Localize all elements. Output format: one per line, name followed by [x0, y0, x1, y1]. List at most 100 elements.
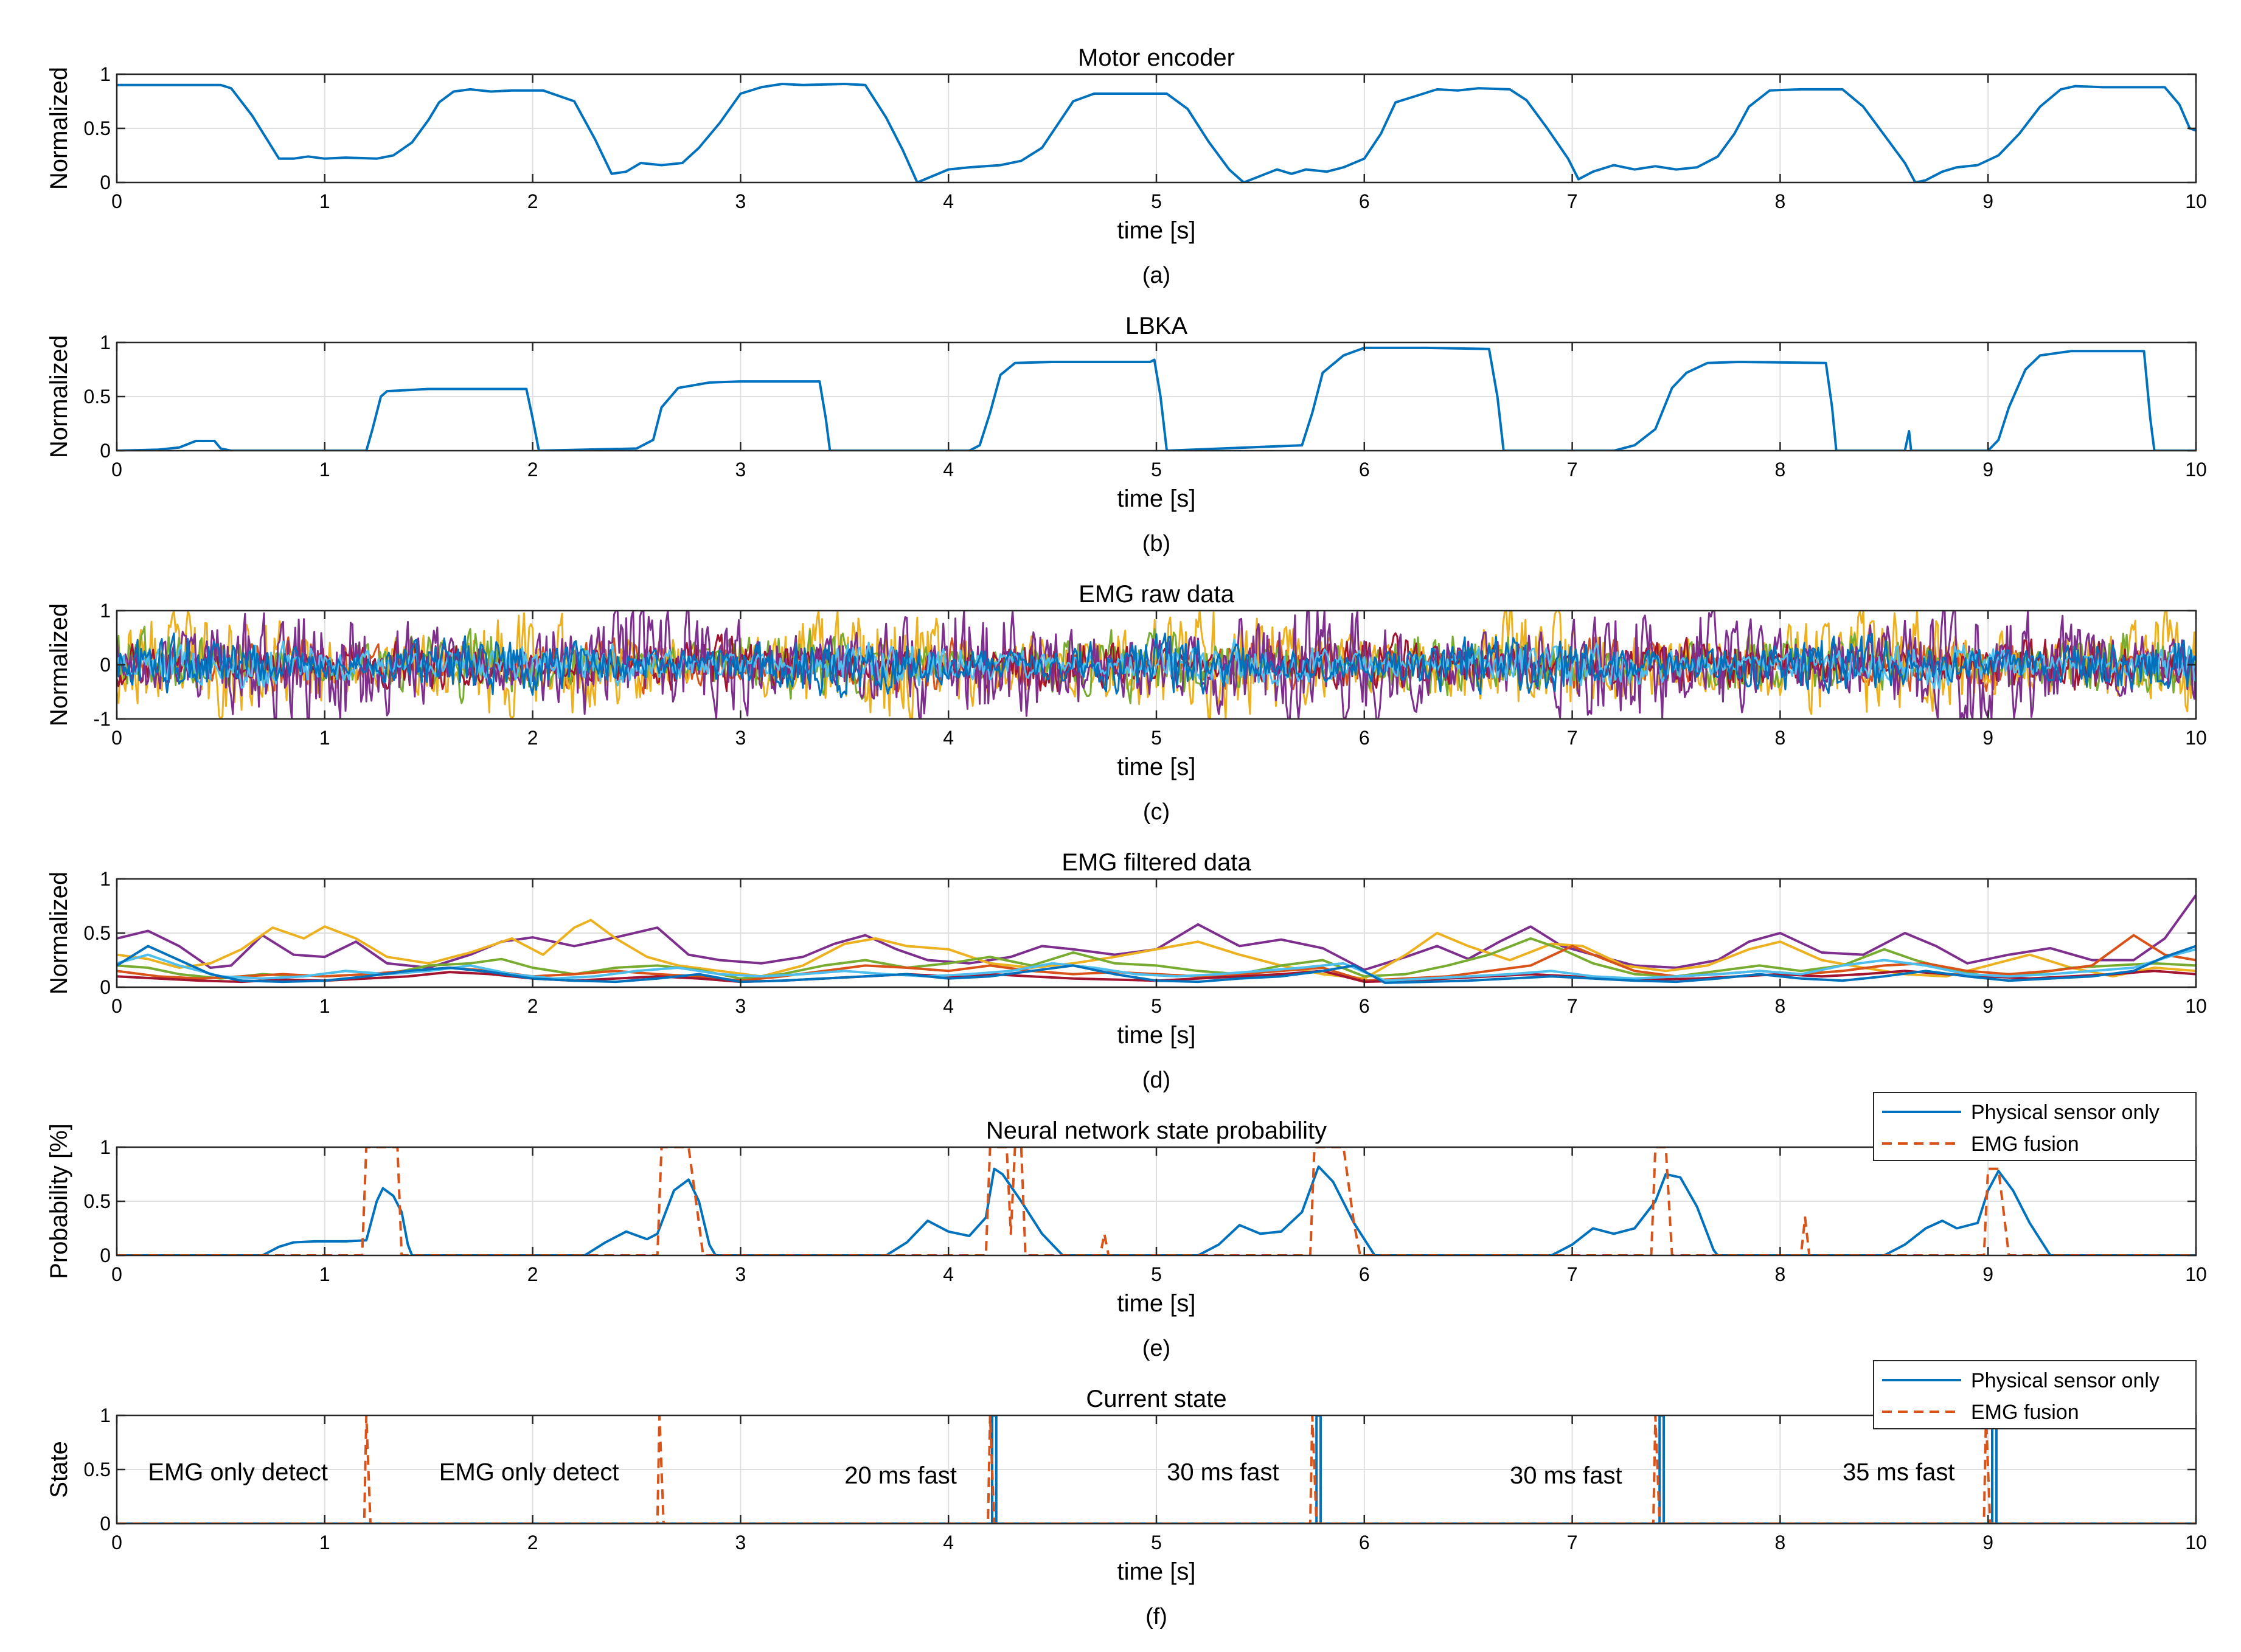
x-tick-label: 4 — [943, 1532, 954, 1553]
annotation-label: 30 ms fast — [1510, 1462, 1622, 1489]
x-tick-label: 4 — [943, 1263, 954, 1285]
chart-title: Current state — [1086, 1386, 1226, 1412]
panel-caption: (f) — [1145, 1604, 1167, 1629]
x-tick-label: 5 — [1151, 1532, 1162, 1553]
panel-caption: (a) — [1142, 263, 1170, 288]
x-tick-label: 8 — [1775, 190, 1786, 212]
legend-box — [1873, 1360, 2197, 1429]
y-axis-label: Normalized — [46, 67, 72, 190]
panel-caption: (c) — [1143, 799, 1170, 825]
x-tick-label: 8 — [1775, 995, 1786, 1017]
x-tick-label: 8 — [1775, 1263, 1786, 1285]
y-tick-label: 1 — [100, 331, 111, 353]
x-tick-label: 2 — [527, 1263, 538, 1285]
x-tick-label: 7 — [1567, 1532, 1578, 1553]
x-tick-label: 10 — [2185, 1532, 2207, 1553]
panel-a: 0 1 2 3 4 5 6 7 8 9 10 0 0.5 1 Motor encoder time [s] No… — [46, 44, 2207, 288]
y-tick-label: 1 — [100, 868, 111, 890]
x-tick-label: 1 — [319, 727, 330, 749]
panel-f: 0 1 2 3 4 5 6 7 8 9 10 0 0.5 1 Current state time [s] St… — [46, 1360, 2207, 1629]
x-tick-label: 0 — [111, 1263, 122, 1285]
panel-caption: (b) — [1142, 531, 1170, 557]
x-tick-label: 2 — [527, 995, 538, 1017]
x-tick-label: 10 — [2185, 459, 2207, 481]
series-line — [117, 937, 2196, 980]
x-tick-label: 2 — [527, 727, 538, 749]
series-line — [117, 1147, 2196, 1255]
x-tick-label: 5 — [1151, 190, 1162, 212]
y-tick-label: 0.5 — [84, 1459, 111, 1480]
plot-area — [117, 1147, 2196, 1255]
chart-title: EMG filtered data — [1061, 849, 1251, 876]
series-line — [117, 83, 2196, 182]
x-tick-label: 8 — [1775, 459, 1786, 481]
x-tick-label: 10 — [2185, 727, 2207, 749]
x-tick-label: 8 — [1775, 727, 1786, 749]
x-tick-label: 0 — [111, 459, 122, 481]
x-axis-label: time [s] — [1117, 485, 1196, 512]
x-tick-label: 0 — [111, 995, 122, 1017]
x-tick-label: 1 — [319, 995, 330, 1017]
chart-title: Motor encoder — [1078, 44, 1235, 71]
x-tick-label: 3 — [735, 459, 746, 481]
y-tick-label: 0 — [100, 1244, 111, 1266]
y-axis-label: Probability [%] — [46, 1123, 72, 1279]
x-tick-label: 9 — [1982, 1263, 1993, 1285]
x-tick-label: 7 — [1567, 727, 1578, 749]
x-tick-label: 3 — [735, 727, 746, 749]
x-tick-label: 3 — [735, 995, 746, 1017]
y-tick-label: 1 — [100, 600, 111, 622]
x-tick-label: 9 — [1982, 727, 1993, 749]
annotation-label: EMG only detect — [439, 1459, 619, 1486]
x-axis-label: time [s] — [1117, 754, 1196, 780]
y-tick-label: 0 — [100, 172, 111, 193]
x-axis-label: time [s] — [1117, 1558, 1196, 1585]
chart-title: LBKA — [1125, 313, 1188, 339]
x-tick-label: 3 — [735, 190, 746, 212]
x-tick-label: 3 — [735, 1532, 746, 1553]
y-tick-label: 0 — [100, 440, 111, 462]
x-axis-label: time [s] — [1117, 1022, 1196, 1049]
legend: Physical sensor only EMG fusion — [1873, 1092, 2197, 1161]
x-tick-label: 6 — [1359, 459, 1370, 481]
annotation-label: EMG only detect — [148, 1459, 328, 1486]
x-tick-label: 6 — [1359, 1263, 1370, 1285]
x-tick-label: 2 — [527, 459, 538, 481]
x-tick-label: 0 — [111, 190, 122, 212]
x-tick-label: 9 — [1982, 190, 1993, 212]
x-tick-label: 7 — [1567, 459, 1578, 481]
x-tick-label: 1 — [319, 459, 330, 481]
x-tick-label: 10 — [2185, 190, 2207, 212]
x-tick-label: 6 — [1359, 995, 1370, 1017]
legend-label: Physical sensor only — [1971, 1101, 2159, 1124]
x-tick-label: 6 — [1359, 1532, 1370, 1553]
y-tick-label: 1 — [100, 63, 111, 85]
x-tick-label: 4 — [943, 727, 954, 749]
plot-area — [117, 611, 2196, 719]
x-axis-label: time [s] — [1117, 217, 1196, 244]
series-line — [117, 346, 2196, 451]
y-tick-label: 0.5 — [84, 117, 111, 139]
y-axis-label: State — [46, 1441, 72, 1498]
series-line — [117, 894, 2196, 971]
annotation-label: 30 ms fast — [1167, 1459, 1279, 1486]
x-tick-label: 10 — [2185, 995, 2207, 1017]
x-tick-label: 1 — [319, 1263, 330, 1285]
y-tick-label: 0.5 — [84, 1190, 111, 1212]
x-tick-label: 5 — [1151, 459, 1162, 481]
panel-caption: (e) — [1142, 1336, 1170, 1361]
y-tick-label: 0 — [100, 654, 111, 676]
x-tick-label: 2 — [527, 190, 538, 212]
y-tick-label: 1 — [100, 1136, 111, 1158]
legend-label: EMG fusion — [1971, 1133, 2079, 1156]
y-tick-label: 1 — [100, 1404, 111, 1426]
annotation-label: 20 ms fast — [844, 1462, 957, 1489]
y-tick-label: 0.5 — [84, 922, 111, 944]
x-tick-label: 4 — [943, 995, 954, 1017]
y-axis-label: Normalized — [46, 603, 72, 726]
chart-title: EMG raw data — [1079, 581, 1234, 608]
plot-area — [117, 346, 2196, 451]
x-tick-label: 5 — [1151, 727, 1162, 749]
